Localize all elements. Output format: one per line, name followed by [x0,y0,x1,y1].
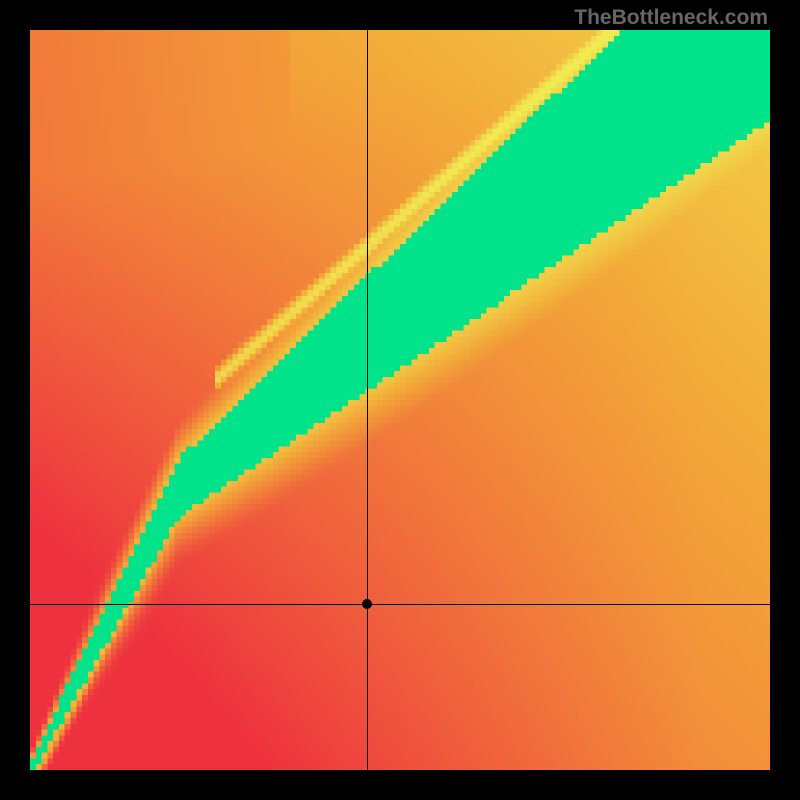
watermark-text: TheBottleneck.com [574,6,768,30]
heatmap-canvas [30,30,770,770]
heatmap-plot [30,30,770,770]
crosshair-horizontal [30,604,770,605]
marker-dot [362,599,372,609]
chart-root: TheBottleneck.com [0,0,800,800]
crosshair-vertical [367,30,368,770]
